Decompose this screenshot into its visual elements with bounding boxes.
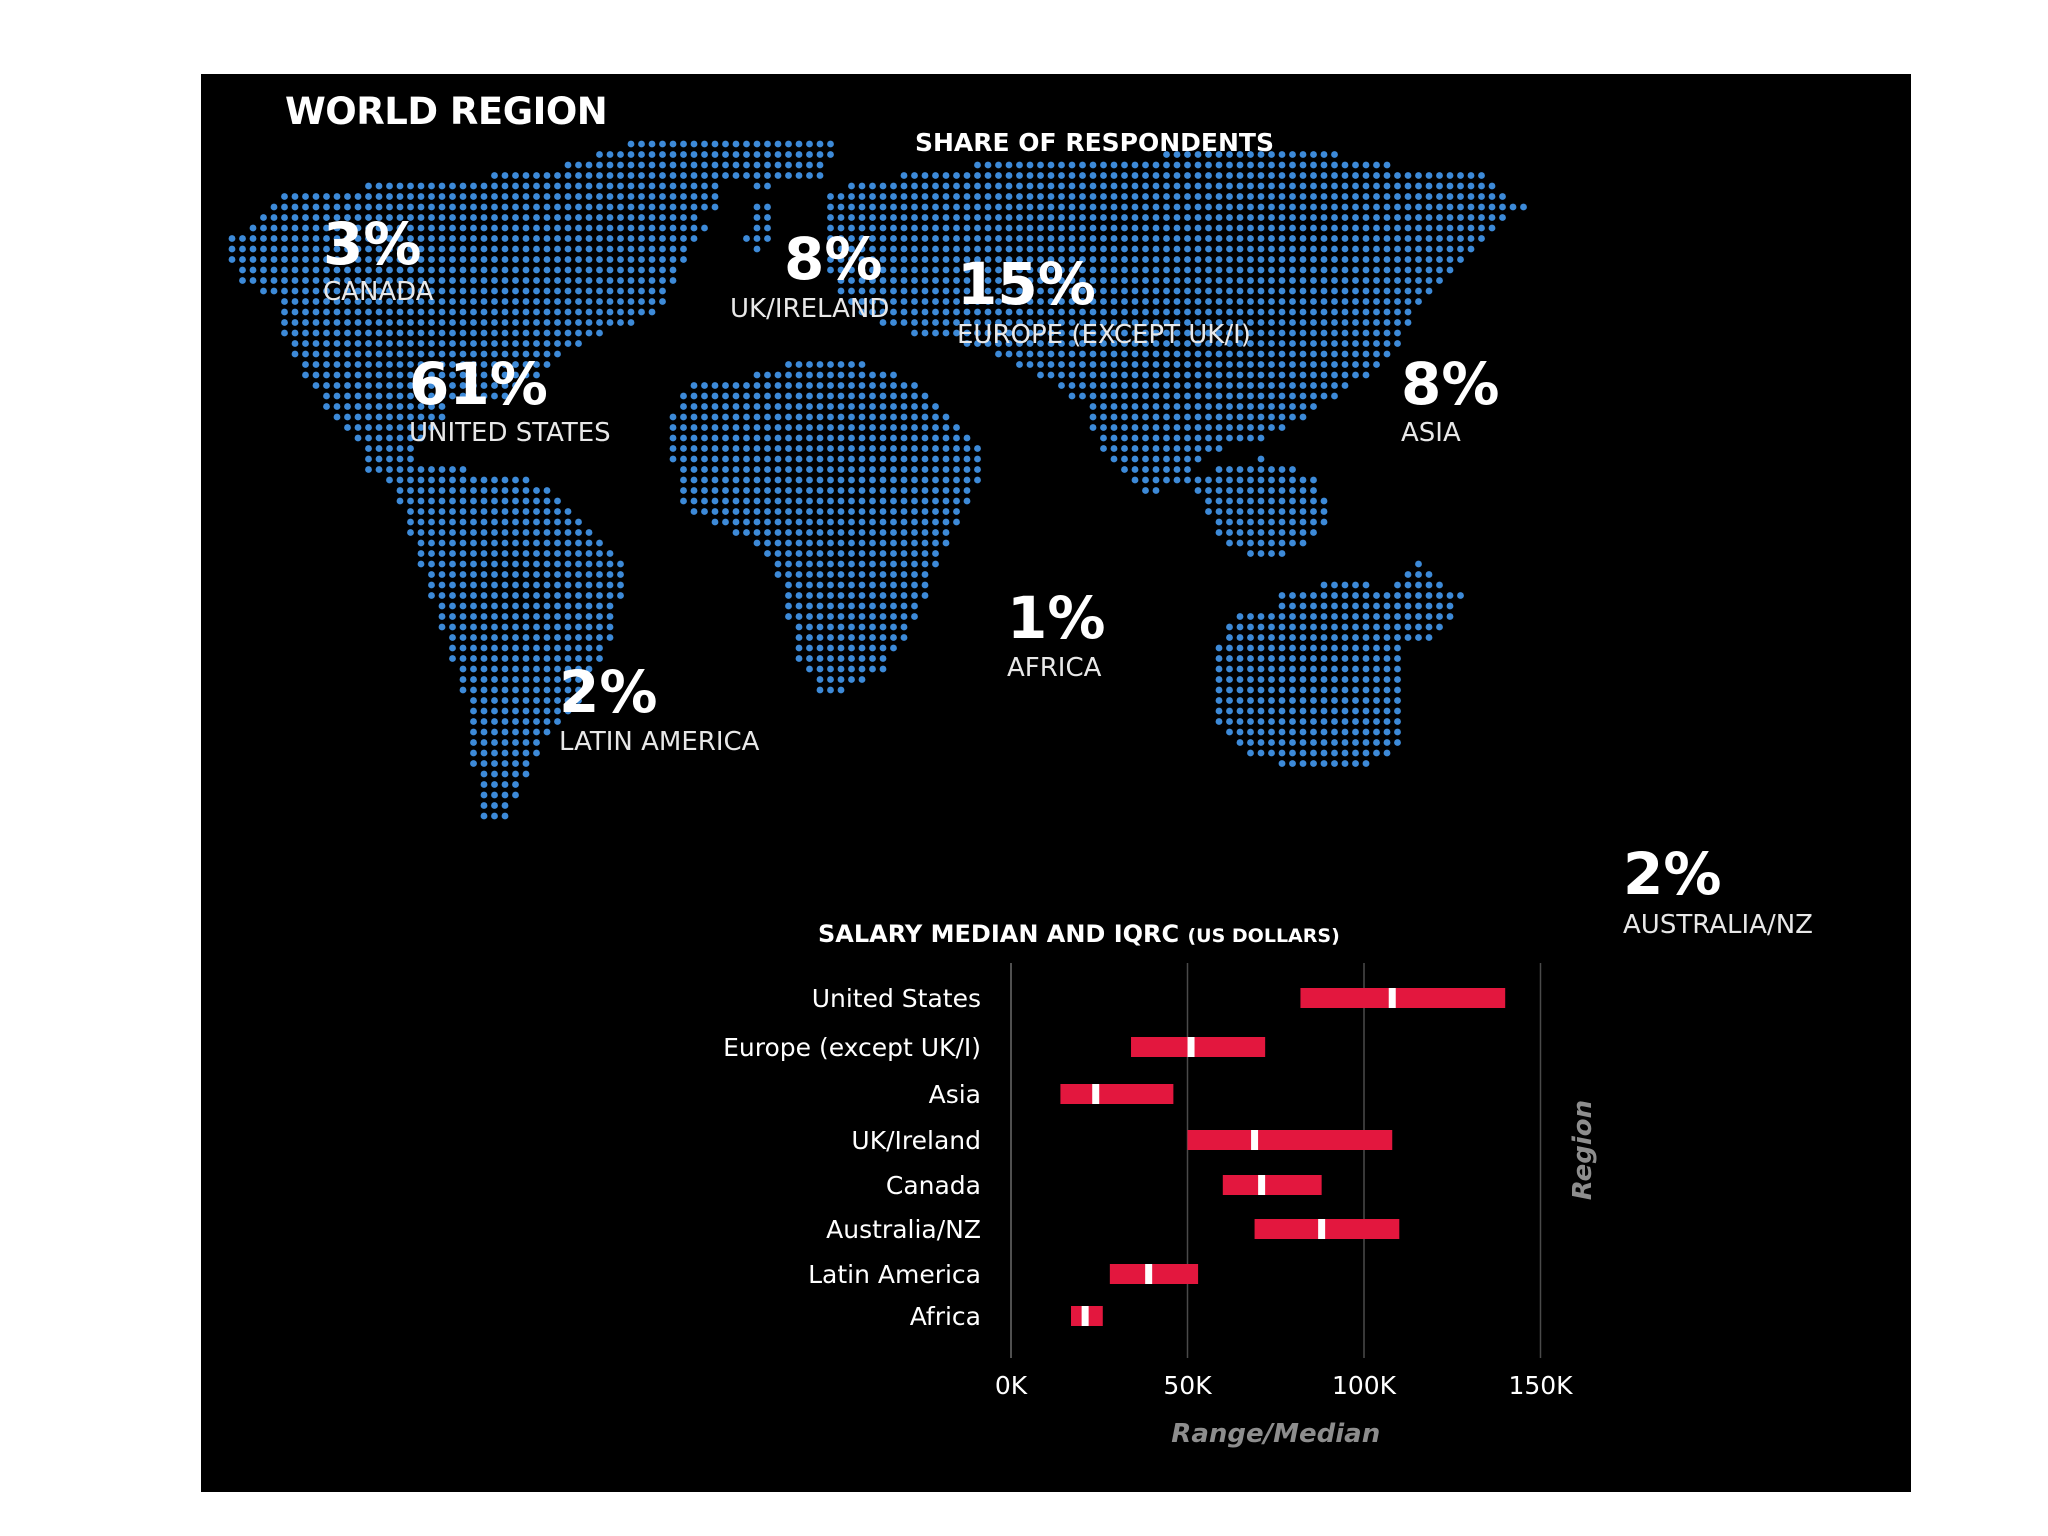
median-marker bbox=[1145, 1264, 1153, 1284]
x-tick-label: 100K bbox=[1332, 1371, 1397, 1400]
us-percent: 61% bbox=[409, 350, 548, 418]
latam-label: LATIN AMERICA bbox=[559, 727, 760, 757]
y-axis-title: Region bbox=[1568, 1100, 1598, 1200]
latam-percent: 2% bbox=[559, 658, 658, 726]
africa-label: AFRICA bbox=[1007, 653, 1102, 683]
africa-percent: 1% bbox=[1007, 584, 1106, 652]
x-tick-label: 0K bbox=[995, 1371, 1028, 1400]
range-bar bbox=[1060, 1084, 1174, 1104]
world-map bbox=[228, 140, 1527, 820]
us-label: UNITED STATES bbox=[409, 418, 611, 448]
x-tick-label: 150K bbox=[1508, 1371, 1573, 1400]
range-bar bbox=[1131, 1037, 1266, 1057]
median-marker bbox=[1251, 1130, 1259, 1150]
category-label: United States bbox=[812, 984, 981, 1013]
median-marker bbox=[1318, 1219, 1326, 1239]
category-label: Australia/NZ bbox=[826, 1215, 981, 1244]
canada-label: CANADA bbox=[323, 277, 434, 307]
chart-heading: SALARY MEDIAN AND IQRC (US DOLLARS) bbox=[818, 920, 1340, 948]
range-bar bbox=[1254, 1219, 1400, 1239]
category-label: Europe (except UK/I) bbox=[723, 1033, 981, 1062]
chart-heading-main: SALARY MEDIAN AND IQRC bbox=[818, 920, 1180, 948]
asia-label: ASIA bbox=[1401, 418, 1461, 448]
map-title: WORLD REGION bbox=[285, 90, 608, 133]
uk-label: UK/IRELAND bbox=[730, 294, 890, 324]
map-dots bbox=[228, 140, 1527, 820]
category-label: Canada bbox=[886, 1171, 981, 1200]
category-label: UK/Ireland bbox=[851, 1126, 981, 1155]
chart-heading-unit: (US DOLLARS) bbox=[1187, 925, 1340, 947]
median-marker bbox=[1092, 1084, 1100, 1104]
median-marker bbox=[1258, 1175, 1266, 1195]
aus-percent: 2% bbox=[1623, 840, 1722, 908]
median-marker bbox=[1187, 1037, 1195, 1057]
category-label: Latin America bbox=[808, 1260, 981, 1289]
canada-percent: 3% bbox=[323, 210, 422, 278]
range-bar bbox=[1222, 1175, 1322, 1195]
europe-label: EUROPE (EXCEPT UK/I) bbox=[957, 320, 1251, 350]
asia-percent: 8% bbox=[1401, 350, 1500, 418]
range-bar bbox=[1109, 1264, 1199, 1284]
uk-percent: 8% bbox=[784, 225, 883, 293]
median-marker bbox=[1081, 1306, 1089, 1326]
aus-label: AUSTRALIA/NZ bbox=[1623, 910, 1813, 940]
category-label: Africa bbox=[910, 1302, 981, 1331]
infographic-panel: WORLD REGION SHARE OF RESPONDENTS 3% CAN… bbox=[201, 74, 1911, 1492]
x-tick-label: 50K bbox=[1163, 1371, 1212, 1400]
map-subtitle: SHARE OF RESPONDENTS bbox=[915, 128, 1274, 157]
range-bar bbox=[1300, 988, 1506, 1008]
salary-chart: 0K 50K 100K 150K United States Europe (except… bbox=[723, 963, 1598, 1449]
europe-percent: 15% bbox=[957, 250, 1096, 318]
range-bar bbox=[1187, 1130, 1393, 1150]
category-label: Asia bbox=[929, 1080, 981, 1109]
x-axis-title: Range/Median bbox=[1171, 1419, 1380, 1449]
median-marker bbox=[1388, 988, 1396, 1008]
